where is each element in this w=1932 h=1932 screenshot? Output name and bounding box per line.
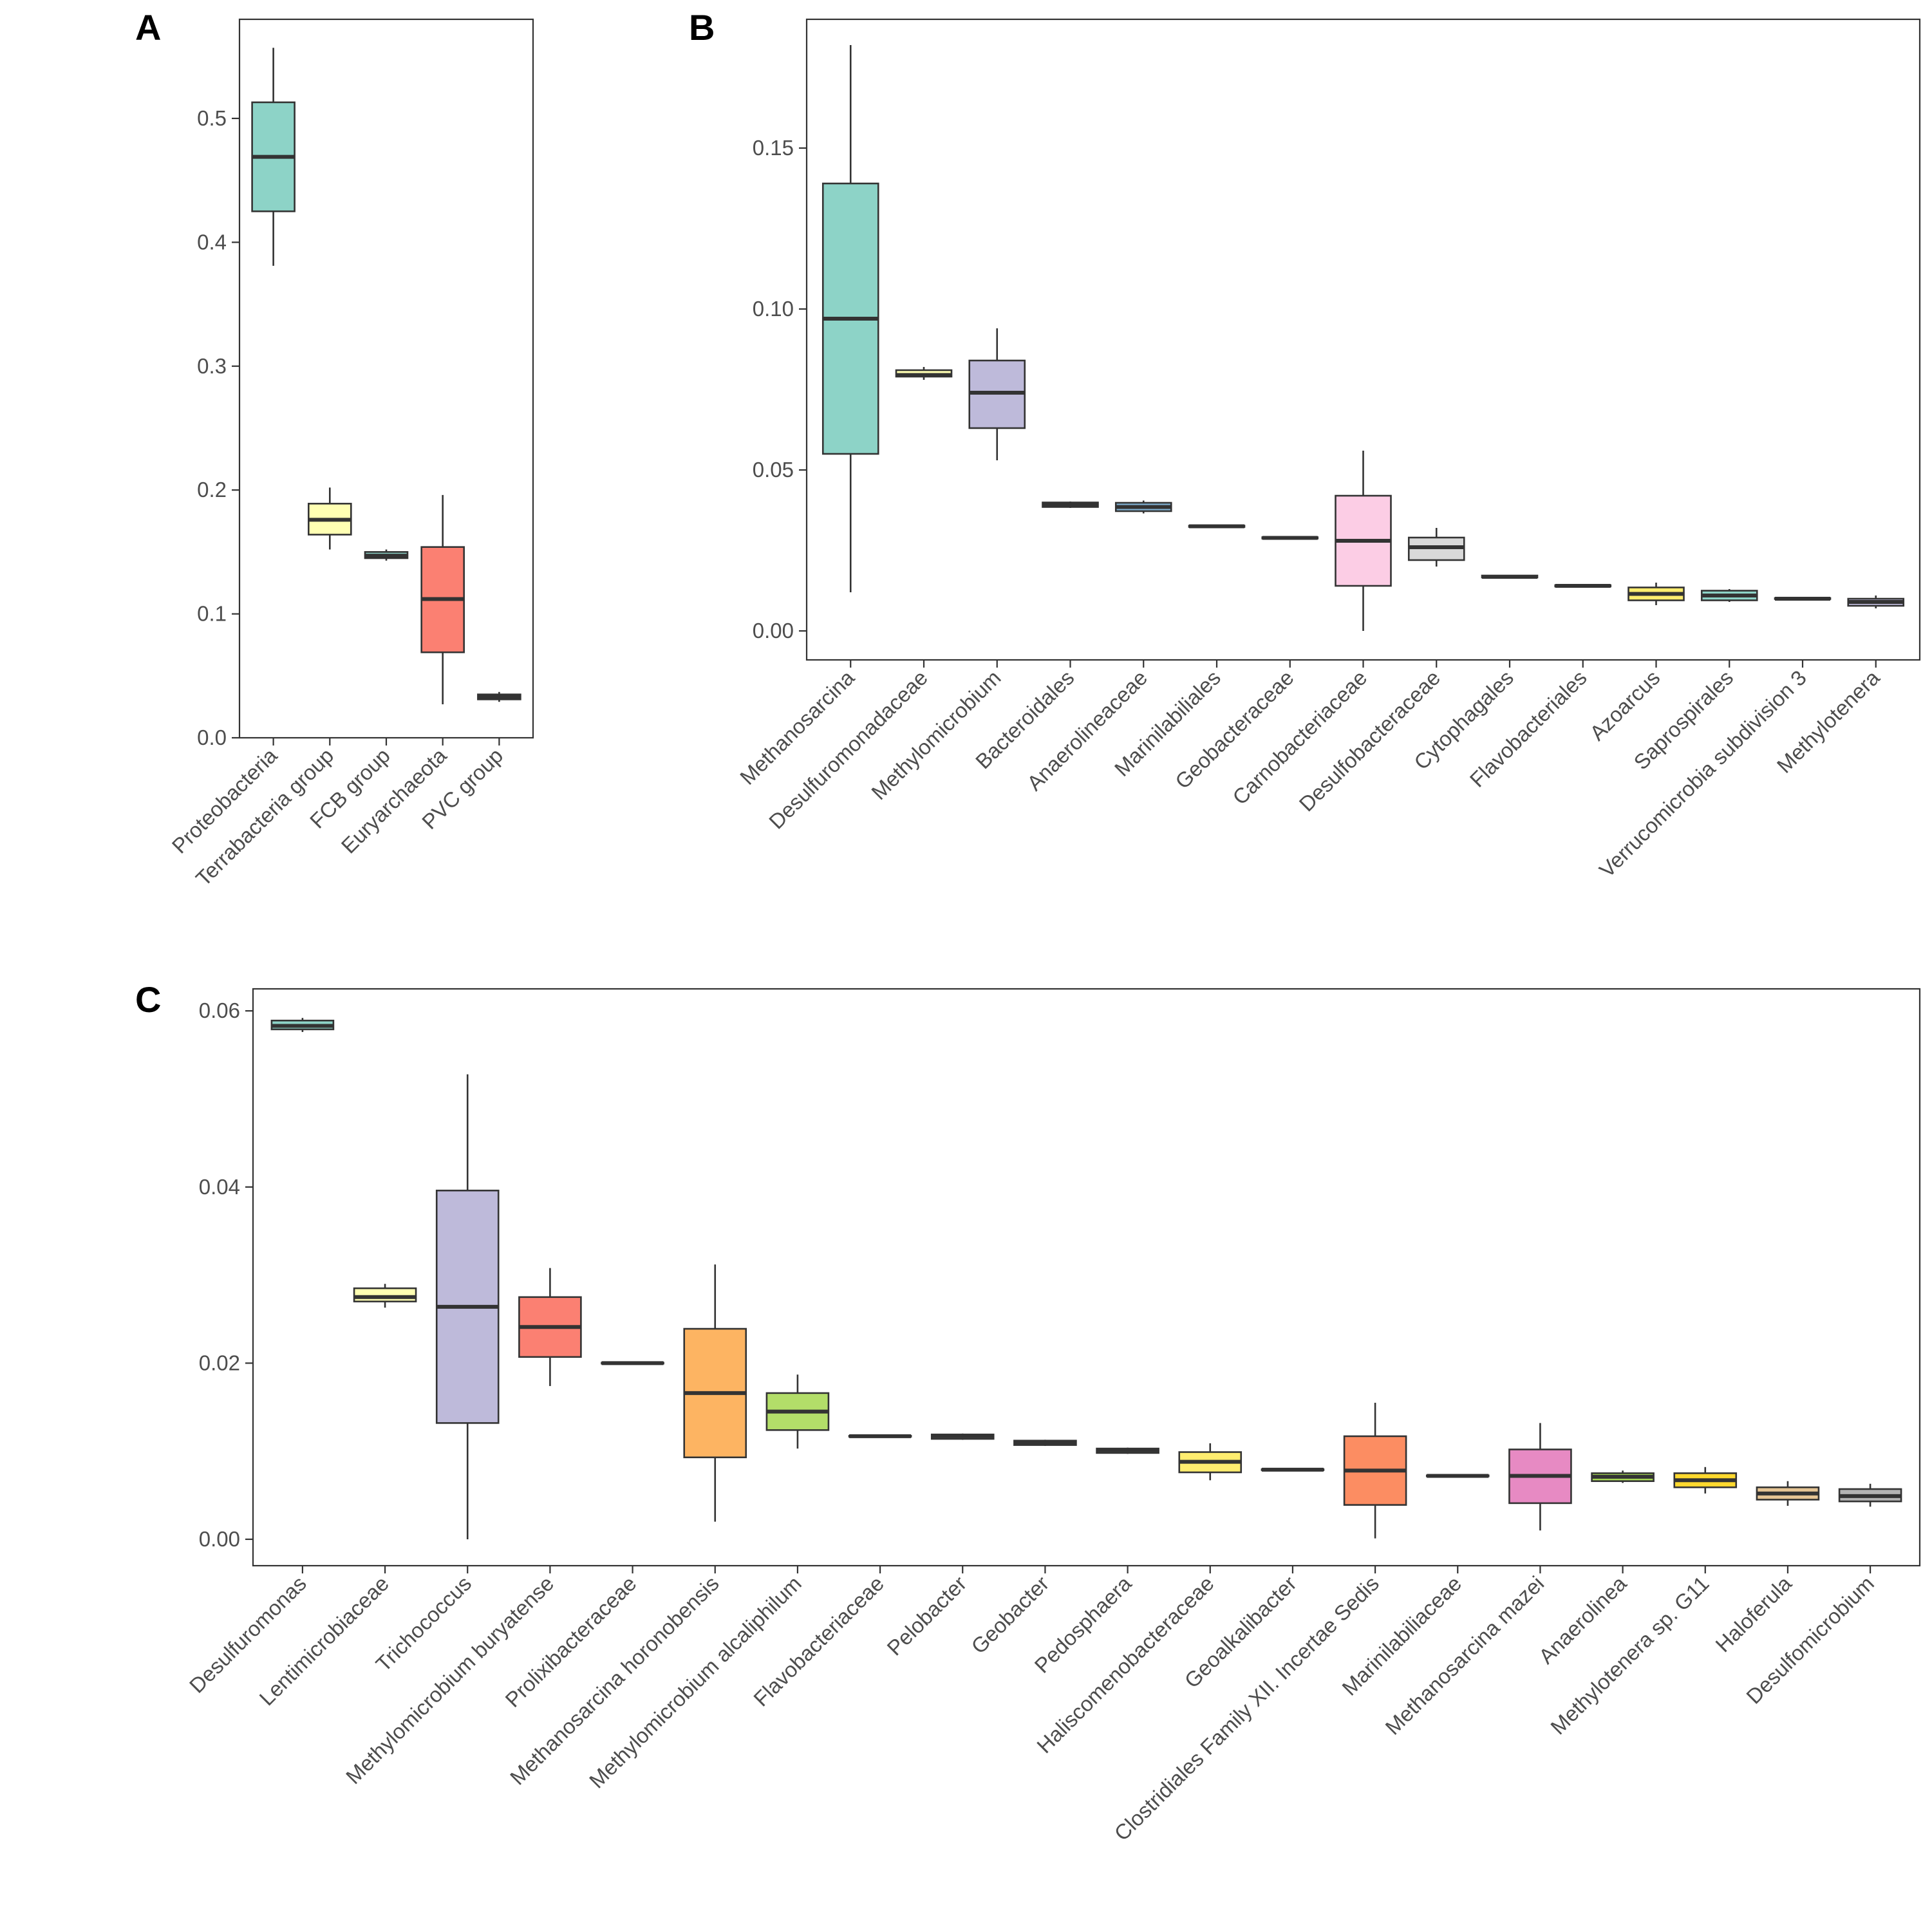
box-desulfuromonadaceae bbox=[895, 367, 953, 380]
box-methylomicrobium-alcaliphilum bbox=[765, 1374, 830, 1449]
y-tick-label: 0.4 bbox=[197, 230, 227, 254]
box-pvc-group bbox=[477, 691, 521, 702]
box-pedosphaera bbox=[1096, 1447, 1159, 1454]
box-methanosarcina-horonobensis bbox=[683, 1264, 747, 1522]
y-tick-label: 0.10 bbox=[753, 297, 794, 321]
panel-letter-c: C bbox=[135, 979, 161, 1020]
box-methylotenera-sp-g11 bbox=[1673, 1467, 1738, 1494]
y-tick-label: 0.2 bbox=[197, 478, 227, 502]
box-desulfuromonas bbox=[270, 1018, 335, 1033]
x-tick-label: Methylomicrobium bbox=[867, 666, 1005, 804]
x-tick-label: Methanosarcina mazei bbox=[1380, 1571, 1548, 1740]
box-carnobacteriaceae bbox=[1335, 451, 1392, 631]
box-anaerolineaceae bbox=[1114, 500, 1172, 514]
box-methylomicrobium-buryatense bbox=[518, 1268, 582, 1386]
panel-letter-b: B bbox=[689, 7, 715, 48]
box-verrucomicrobia-subdivision-3 bbox=[1774, 597, 1832, 601]
box-marinilabiliaceae bbox=[1425, 1474, 1490, 1478]
y-tick-label: 0.06 bbox=[199, 999, 240, 1022]
box-marinilabiliales bbox=[1188, 524, 1246, 529]
panel-a: A 0.00.10.20.30.40.5ProteobacteriaTerrab… bbox=[135, 7, 534, 890]
y-tick-label: 0.05 bbox=[753, 458, 794, 482]
box-geobacteraceae bbox=[1261, 536, 1319, 540]
box-fcb-group bbox=[364, 549, 409, 561]
boxplot-a: 0.00.10.20.30.40.5ProteobacteriaTerrabac… bbox=[167, 18, 534, 890]
box-bacteroidales bbox=[1042, 502, 1099, 508]
y-tick-label: 0.04 bbox=[199, 1175, 240, 1199]
boxplot-c: 0.000.020.040.06DesulfuromonasLentimicro… bbox=[185, 988, 1921, 1845]
y-tick-label: 0.5 bbox=[197, 106, 227, 130]
box-lentimicrobiaceae bbox=[353, 1284, 417, 1308]
box-prolixibacteraceae bbox=[601, 1361, 664, 1365]
box-saprospirales bbox=[1700, 589, 1758, 602]
box-cytophagales bbox=[1481, 574, 1539, 579]
box-terrabacteria-group bbox=[308, 487, 352, 550]
box-methanosarcina bbox=[821, 45, 879, 592]
y-tick-label: 0.00 bbox=[199, 1527, 240, 1551]
boxplot-b: 0.000.050.100.15MethanosarcinaDesulfurom… bbox=[735, 18, 1921, 882]
box-pelobacter bbox=[930, 1433, 995, 1440]
x-tick-label: Geobacter bbox=[966, 1571, 1053, 1658]
box-euryarchaeota bbox=[420, 494, 465, 705]
box-methylotenera bbox=[1847, 596, 1905, 608]
x-tick-label: Carnobacteriaceae bbox=[1228, 666, 1371, 809]
y-tick-label: 0.0 bbox=[197, 726, 227, 749]
box-methanosarcina-mazei bbox=[1508, 1423, 1572, 1531]
y-tick-label: 0.3 bbox=[197, 354, 227, 378]
box-anaerolinea bbox=[1591, 1470, 1655, 1483]
y-tick-label: 0.15 bbox=[753, 136, 794, 160]
y-tick-label: 0.1 bbox=[197, 602, 227, 626]
box-haliscomenobacteraceae bbox=[1178, 1443, 1243, 1481]
panel-c: C 0.000.020.040.06DesulfuromonasLentimic… bbox=[135, 979, 1921, 1845]
x-tick-label: Methylotenera sp. G11 bbox=[1546, 1571, 1714, 1740]
box-flavobacteriaceae bbox=[848, 1434, 912, 1438]
box-haloferula bbox=[1756, 1481, 1820, 1506]
y-tick-label: 0.02 bbox=[199, 1351, 240, 1374]
box-azoarcus bbox=[1627, 583, 1685, 605]
box-trichococcus bbox=[435, 1074, 500, 1539]
box-desulfomicrobium bbox=[1838, 1483, 1902, 1507]
x-tick-label: Desulfobacteraceae bbox=[1294, 666, 1445, 816]
panel-b: B 0.000.050.100.15MethanosarcinaDesulfur… bbox=[689, 7, 1921, 882]
box-desulfobacteraceae bbox=[1407, 528, 1465, 567]
box-geobacter bbox=[1013, 1440, 1077, 1446]
panel-letter-a: A bbox=[135, 7, 161, 48]
y-tick-label: 0.00 bbox=[753, 619, 794, 642]
box-methylomicrobium bbox=[968, 328, 1026, 460]
box-geoalkalibacter bbox=[1261, 1467, 1325, 1472]
box-clostridiales-family-xii-incertae-sedis bbox=[1343, 1402, 1407, 1539]
box-proteobacteria bbox=[251, 48, 295, 266]
x-tick-label: Pelobacter bbox=[882, 1571, 971, 1660]
plot-frame bbox=[252, 988, 1921, 1567]
x-tick-label: Haloferula bbox=[1711, 1571, 1796, 1656]
iqr-box bbox=[353, 1287, 417, 1302]
box-flavobacteriales bbox=[1554, 584, 1612, 588]
